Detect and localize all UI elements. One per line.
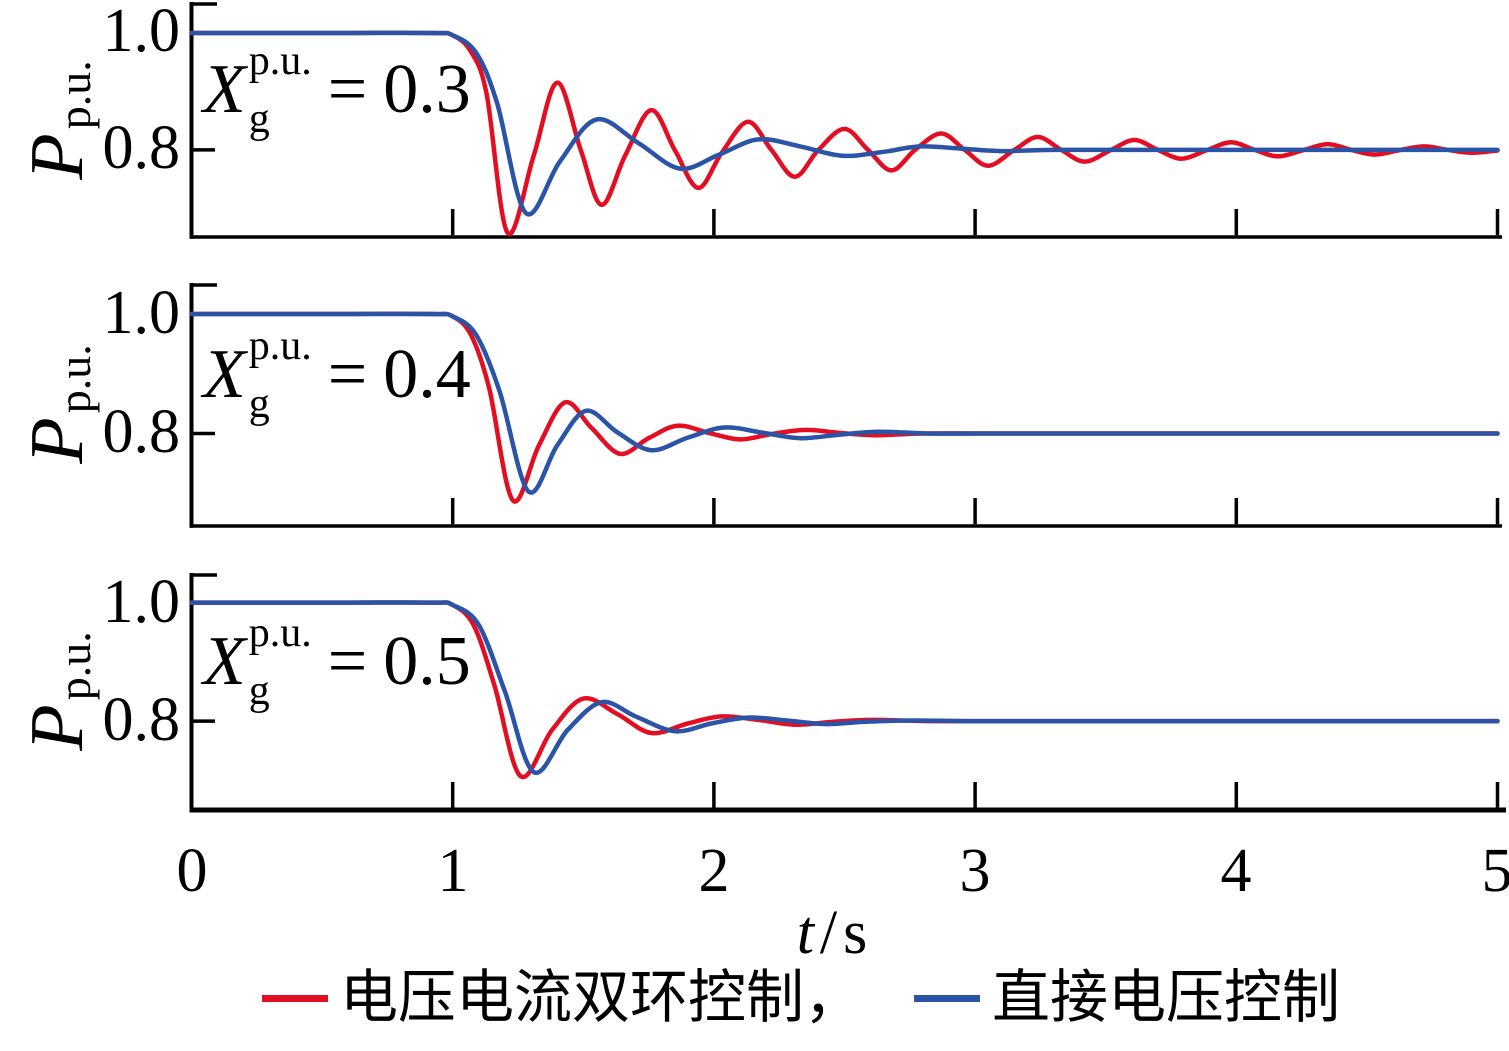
- y-axis-subscript: p.u.: [49, 60, 100, 130]
- series-line: [189, 311, 1500, 495]
- y-tick-label: 0.8: [102, 114, 181, 182]
- legend-item-dual-loop-control: 电压电流双环控制，: [262, 969, 862, 1027]
- x-axis-variable: t: [796, 899, 814, 967]
- x-axis-unit: s: [843, 899, 868, 967]
- subplot-2: [189, 283, 1502, 528]
- annotation-variable: X: [203, 336, 246, 413]
- series-line: [189, 30, 1500, 217]
- annotation-value: 0.5: [383, 623, 471, 700]
- annotation-superscript: p.u.: [248, 610, 312, 656]
- annotation-variable: X: [203, 51, 246, 128]
- x-tick-label: 4: [1220, 837, 1252, 905]
- annotation-variable: X: [203, 623, 246, 700]
- x-axis-separator: /: [819, 899, 838, 967]
- y-axis-subscript: p.u.: [49, 631, 100, 701]
- x-tick-label: 5: [1481, 837, 1509, 905]
- y-tick-label: 1.0: [102, 568, 181, 636]
- annotation-supsub: p.u. g: [249, 325, 312, 425]
- annotation-supsub: p.u. g: [249, 612, 312, 712]
- subplot-1: [189, 2, 1502, 239]
- y-tick-label: 1.0: [102, 279, 181, 347]
- annotation-subscript: g: [248, 381, 270, 427]
- x-axis-label: t/s: [712, 902, 952, 964]
- legend-label: 电压电流双环控制，: [340, 965, 863, 1030]
- annotation-supsub: p.u. g: [249, 40, 312, 140]
- annotation-value: 0.4: [383, 336, 471, 413]
- legend-blue-line-swatch: [914, 994, 981, 1002]
- y-axis-variable: P: [15, 704, 99, 751]
- y-axis-variable: P: [15, 417, 99, 464]
- x-tick-label: 2: [698, 837, 730, 905]
- annotation-superscript: p.u.: [248, 38, 312, 84]
- x-tick-label: 0: [176, 837, 208, 905]
- legend-label: 直接电压控制: [992, 965, 1341, 1030]
- annotation-equals: =: [327, 623, 368, 700]
- legend-red-line-swatch: [262, 994, 328, 1002]
- series-line: [189, 600, 1500, 775]
- annotation-subscript: g: [248, 96, 270, 142]
- annotation-equals: =: [327, 51, 368, 128]
- x-tick-label: 1: [437, 837, 469, 905]
- y-axis-variable: P: [15, 133, 99, 180]
- y-tick-label: 0.8: [102, 686, 181, 754]
- x-tick-label: 3: [959, 837, 991, 905]
- annotation-value: 0.3: [383, 51, 471, 128]
- y-tick-label: 0.8: [102, 398, 181, 466]
- legend-item-direct-voltage-control: 直接电压控制: [914, 969, 1340, 1027]
- y-tick-label: 1.0: [102, 0, 181, 65]
- subplot-3: [189, 573, 1506, 813]
- annotation-superscript: p.u.: [248, 323, 312, 369]
- y-axis-subscript: p.u.: [49, 344, 100, 414]
- annotation-equals: =: [327, 336, 368, 413]
- legend: 电压电流双环控制， 直接电压控制: [262, 948, 1340, 1048]
- annotation-subscript: g: [248, 668, 270, 714]
